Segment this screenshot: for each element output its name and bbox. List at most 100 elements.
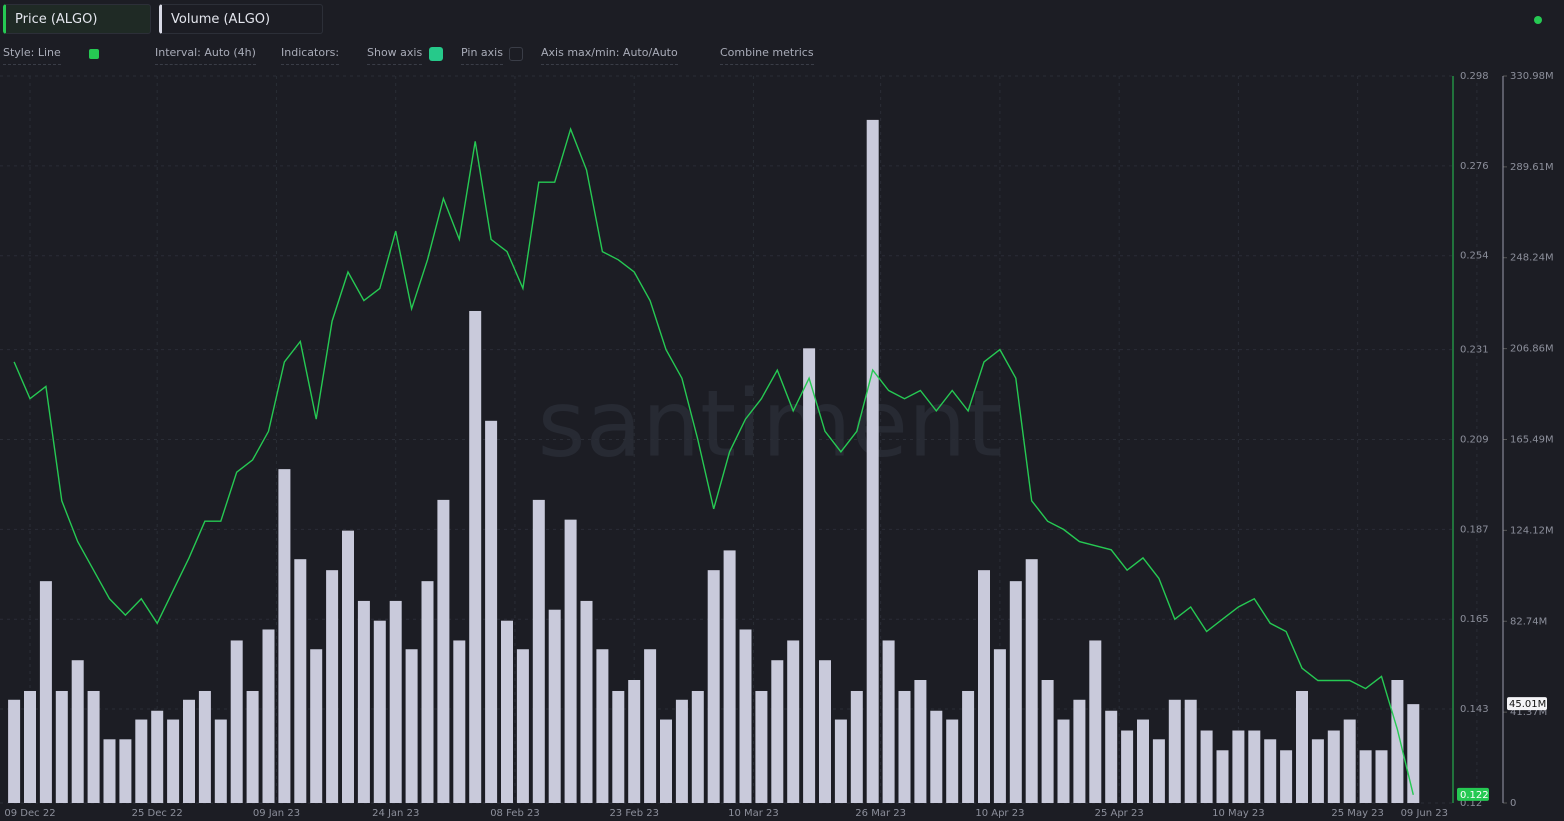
y2-tick-label: 82.74M xyxy=(1510,616,1547,627)
x-tick-label: 25 Apr 23 xyxy=(1095,808,1144,819)
volume-bar xyxy=(819,660,831,803)
volume-bar xyxy=(278,469,291,803)
volume-bar xyxy=(548,609,561,803)
volume-bar xyxy=(787,640,800,803)
volume-bar xyxy=(660,719,672,803)
show-axis-label[interactable]: Show axis xyxy=(367,46,423,65)
y-tick-label: 0.165 xyxy=(1460,614,1489,625)
volume-bar xyxy=(103,739,116,803)
volume-bar xyxy=(1137,719,1149,803)
tab[interactable]: Price (ALGO) xyxy=(3,4,151,34)
volume-bar xyxy=(119,739,132,803)
volume-bar xyxy=(262,629,275,803)
volume-bar xyxy=(930,710,943,803)
volume-bar xyxy=(357,600,370,803)
y2-tick-label: 0 xyxy=(1510,798,1516,809)
x-tick-label: 10 May 23 xyxy=(1212,808,1264,819)
x-tick-label: 09 Jan 23 xyxy=(253,808,300,819)
volume-bar xyxy=(326,570,339,803)
current-value: 0.122 xyxy=(1460,790,1489,801)
pin-axis-toggle[interactable] xyxy=(509,47,523,61)
volume-bar xyxy=(1359,750,1372,803)
volume-bar xyxy=(675,699,688,803)
y-tick-label: 0.187 xyxy=(1460,524,1489,535)
volume-bar xyxy=(644,649,657,803)
volume-bar xyxy=(135,719,148,803)
volume-bar xyxy=(803,348,816,803)
volume-bar xyxy=(71,660,84,803)
y2-tick-label: 248.24M xyxy=(1510,253,1554,264)
volume-bar xyxy=(516,649,529,803)
volume-bar xyxy=(1168,699,1181,803)
color-swatch[interactable] xyxy=(89,49,99,59)
volume-bar xyxy=(580,600,593,803)
axis-minmax-menu[interactable]: Axis max/min: Auto/Auto xyxy=(541,46,678,65)
show-axis-toggle[interactable] xyxy=(429,47,443,61)
volume-bar xyxy=(532,499,545,803)
volume-bar xyxy=(564,519,577,803)
volume-bar xyxy=(1391,679,1404,803)
volume-bar xyxy=(596,649,609,803)
volume-bar xyxy=(1041,679,1054,803)
volume-bar xyxy=(167,719,180,803)
volume-bar xyxy=(1407,704,1420,803)
volume-bar xyxy=(1311,739,1324,803)
volume-bar xyxy=(246,690,259,803)
y2-tick-label: 206.86M xyxy=(1510,344,1554,355)
interval-menu[interactable]: Interval: Auto (4h) xyxy=(155,46,256,65)
x-tick-label: 10 Mar 23 xyxy=(728,808,779,819)
x-tick-label: 08 Feb 23 xyxy=(490,808,540,819)
x-tick-label: 09 Dec 22 xyxy=(4,808,55,819)
volume-bar xyxy=(1375,750,1388,803)
x-tick-label: 25 Dec 22 xyxy=(132,808,183,819)
volume-bar xyxy=(1073,699,1086,803)
y-tick-label: 0.231 xyxy=(1460,345,1489,356)
volume-bar xyxy=(1121,730,1134,803)
price-line xyxy=(13,126,1414,795)
volume-bar xyxy=(230,640,243,803)
volume-bar xyxy=(946,719,959,803)
tab[interactable]: Volume (ALGO) xyxy=(159,4,323,34)
y-tick-label: 0.298 xyxy=(1460,71,1489,82)
volume-bar xyxy=(612,690,625,803)
volume-bar xyxy=(1152,739,1165,803)
volume-bar xyxy=(898,690,911,803)
volume-bar xyxy=(501,620,513,803)
volume-bar xyxy=(1232,730,1245,803)
volume-bar xyxy=(1248,730,1261,803)
volume-bar xyxy=(707,570,720,803)
volume-bar xyxy=(755,690,768,803)
x-tick-label: 23 Feb 23 xyxy=(609,808,659,819)
volume-bar xyxy=(834,719,847,803)
y2-tick-label: 124.12M xyxy=(1510,525,1554,536)
volume-bar xyxy=(723,550,736,803)
indicators-menu[interactable]: Indicators: xyxy=(281,46,340,65)
combine-metrics[interactable]: Combine metrics xyxy=(720,46,814,65)
volume-bar xyxy=(198,690,211,803)
x-tick-label: 10 Apr 23 xyxy=(975,808,1024,819)
current-badge xyxy=(1457,787,1489,801)
x-tick-label: 26 Mar 23 xyxy=(855,808,906,819)
volume-bar xyxy=(882,640,895,803)
volume-bar xyxy=(993,649,1006,803)
y-tick-label: 0.143 xyxy=(1460,704,1489,715)
y-tick-label: 0.12 xyxy=(1460,798,1482,809)
volume-bar xyxy=(437,499,450,803)
volume-bar xyxy=(914,679,927,803)
volume-bar xyxy=(39,581,52,803)
volume-bar xyxy=(55,690,68,803)
current-value: 45.01M xyxy=(1509,699,1546,710)
x-tick-label: 09 Jun 23 xyxy=(1401,808,1448,819)
volume-bar xyxy=(310,649,323,803)
volume-bar xyxy=(405,649,418,803)
volume-bar xyxy=(628,679,641,803)
volume-bar xyxy=(739,629,752,803)
volume-bar xyxy=(1184,699,1197,803)
volume-bar xyxy=(214,719,227,803)
pin-axis-label[interactable]: Pin axis xyxy=(461,46,503,65)
watermark: santiment xyxy=(538,370,1003,477)
style-menu[interactable]: Style: Line xyxy=(3,46,61,65)
volume-bar xyxy=(342,530,354,803)
volume-bar xyxy=(8,699,21,803)
